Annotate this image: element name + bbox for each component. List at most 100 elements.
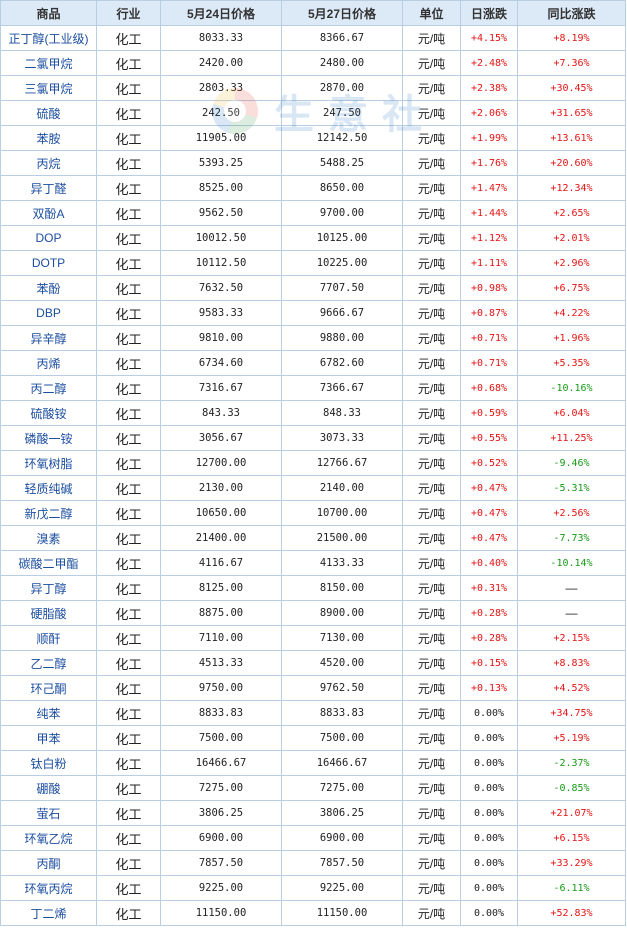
industry-cell: 化工 — [96, 300, 161, 326]
commodity-name-link[interactable]: DBP — [0, 300, 97, 326]
daily-change-cell: +4.15% — [460, 25, 518, 51]
yoy-change-cell: +30.45% — [517, 75, 626, 101]
commodity-name-link[interactable]: 苯酚 — [0, 275, 97, 301]
unit-cell: 元/吨 — [402, 225, 461, 251]
commodity-name-link[interactable]: 苯胺 — [0, 125, 97, 151]
commodity-name-link[interactable]: 异丁醇 — [0, 575, 97, 601]
commodity-name-link[interactable]: 硫酸 — [0, 100, 97, 126]
price-may24-cell: 10112.50 — [160, 250, 282, 276]
commodity-name-link[interactable]: 环氧丙烷 — [0, 875, 97, 901]
price-may24-cell: 16466.67 — [160, 750, 282, 776]
price-may24-cell: 6900.00 — [160, 825, 282, 851]
price-may24-cell: 12700.00 — [160, 450, 282, 476]
table-row: 丙酮 化工 7857.50 7857.50 元/吨 0.00% +33.29% — [0, 850, 626, 876]
commodity-name-link[interactable]: 硫酸铵 — [0, 400, 97, 426]
price-may24-cell: 843.33 — [160, 400, 282, 426]
daily-change-cell: +0.59% — [460, 400, 518, 426]
price-may24-cell: 7632.50 — [160, 275, 282, 301]
price-may27-cell: 4520.00 — [281, 650, 403, 676]
price-may24-cell: 5393.25 — [160, 150, 282, 176]
industry-cell: 化工 — [96, 750, 161, 776]
daily-change-cell: +1.47% — [460, 175, 518, 201]
commodity-name-link[interactable]: 硬脂酸 — [0, 600, 97, 626]
daily-change-cell: +2.48% — [460, 50, 518, 76]
commodity-name-link[interactable]: DOP — [0, 225, 97, 251]
daily-change-cell: +2.06% — [460, 100, 518, 126]
commodity-name-link[interactable]: 正丁醇(工业级) — [0, 25, 97, 51]
price-may24-cell: 10650.00 — [160, 500, 282, 526]
yoy-change-cell: -7.73% — [517, 525, 626, 551]
yoy-change-cell: +4.22% — [517, 300, 626, 326]
yoy-change-cell: +20.60% — [517, 150, 626, 176]
daily-change-cell: +0.47% — [460, 475, 518, 501]
price-may27-cell: 7707.50 — [281, 275, 403, 301]
yoy-change-cell: +2.65% — [517, 200, 626, 226]
header-price-may24: 5月24日价格 — [160, 0, 282, 26]
price-may24-cell: 9225.00 — [160, 875, 282, 901]
header-unit: 单位 — [402, 0, 461, 26]
table-row: 苯胺 化工 11905.00 12142.50 元/吨 +1.99% +13.61% — [0, 125, 626, 151]
commodity-name-link[interactable]: 三氯甲烷 — [0, 75, 97, 101]
commodity-name-link[interactable]: 顺酐 — [0, 625, 97, 651]
commodity-name-link[interactable]: 丙烷 — [0, 150, 97, 176]
commodity-name-link[interactable]: 异辛醇 — [0, 325, 97, 351]
unit-cell: 元/吨 — [402, 275, 461, 301]
industry-cell: 化工 — [96, 800, 161, 826]
commodity-name-link[interactable]: 环己酮 — [0, 675, 97, 701]
unit-cell: 元/吨 — [402, 350, 461, 376]
commodity-name-link[interactable]: 异丁醛 — [0, 175, 97, 201]
commodity-name-link[interactable]: 丙烯 — [0, 350, 97, 376]
commodity-name-link[interactable]: 丁二烯 — [0, 900, 97, 926]
commodity-name-link[interactable]: 硼酸 — [0, 775, 97, 801]
table-row: 异丁醛 化工 8525.00 8650.00 元/吨 +1.47% +12.34% — [0, 175, 626, 201]
commodity-name-link[interactable]: 钛白粉 — [0, 750, 97, 776]
unit-cell: 元/吨 — [402, 825, 461, 851]
price-may27-cell: 16466.67 — [281, 750, 403, 776]
price-may24-cell: 11150.00 — [160, 900, 282, 926]
industry-cell: 化工 — [96, 450, 161, 476]
commodity-name-link[interactable]: 溴素 — [0, 525, 97, 551]
commodity-name-link[interactable]: 环氧乙烷 — [0, 825, 97, 851]
table-row: 环己酮 化工 9750.00 9762.50 元/吨 +0.13% +4.52% — [0, 675, 626, 701]
commodity-name-link[interactable]: 二氯甲烷 — [0, 50, 97, 76]
price-may24-cell: 6734.60 — [160, 350, 282, 376]
commodity-name-link[interactable]: 丙酮 — [0, 850, 97, 876]
commodity-name-link[interactable]: 环氧树脂 — [0, 450, 97, 476]
unit-cell: 元/吨 — [402, 525, 461, 551]
commodity-name-link[interactable]: 双酚A — [0, 200, 97, 226]
commodity-name-link[interactable]: 萤石 — [0, 800, 97, 826]
unit-cell: 元/吨 — [402, 75, 461, 101]
table-row: 新戊二醇 化工 10650.00 10700.00 元/吨 +0.47% +2.56% — [0, 500, 626, 526]
industry-cell: 化工 — [96, 675, 161, 701]
price-may24-cell: 9583.33 — [160, 300, 282, 326]
unit-cell: 元/吨 — [402, 850, 461, 876]
price-may27-cell: 7857.50 — [281, 850, 403, 876]
price-may27-cell: 3806.25 — [281, 800, 403, 826]
industry-cell: 化工 — [96, 575, 161, 601]
commodity-name-link[interactable]: 乙二醇 — [0, 650, 97, 676]
unit-cell: 元/吨 — [402, 150, 461, 176]
commodity-name-link[interactable]: 碳酸二甲酯 — [0, 550, 97, 576]
price-may24-cell: 8525.00 — [160, 175, 282, 201]
daily-change-cell: +0.68% — [460, 375, 518, 401]
unit-cell: 元/吨 — [402, 425, 461, 451]
price-may27-cell: 10225.00 — [281, 250, 403, 276]
yoy-change-cell: — — [517, 600, 626, 626]
unit-cell: 元/吨 — [402, 575, 461, 601]
daily-change-cell: +0.47% — [460, 500, 518, 526]
commodity-name-link[interactable]: 丙二醇 — [0, 375, 97, 401]
commodity-name-link[interactable]: 磷酸一铵 — [0, 425, 97, 451]
unit-cell: 元/吨 — [402, 700, 461, 726]
commodity-name-link[interactable]: 轻质纯碱 — [0, 475, 97, 501]
price-may27-cell: 7130.00 — [281, 625, 403, 651]
commodity-name-link[interactable]: 甲苯 — [0, 725, 97, 751]
industry-cell: 化工 — [96, 850, 161, 876]
commodity-name-link[interactable]: 纯苯 — [0, 700, 97, 726]
yoy-change-cell: +8.83% — [517, 650, 626, 676]
commodity-name-link[interactable]: 新戊二醇 — [0, 500, 97, 526]
header-industry: 行业 — [96, 0, 161, 26]
table-row: 环氧树脂 化工 12700.00 12766.67 元/吨 +0.52% -9.46% — [0, 450, 626, 476]
table-body: 正丁醇(工业级) 化工 8033.33 8366.67 元/吨 +4.15% +8.19% 二… — [0, 25, 626, 926]
price-may24-cell: 2803.33 — [160, 75, 282, 101]
commodity-name-link[interactable]: DOTP — [0, 250, 97, 276]
